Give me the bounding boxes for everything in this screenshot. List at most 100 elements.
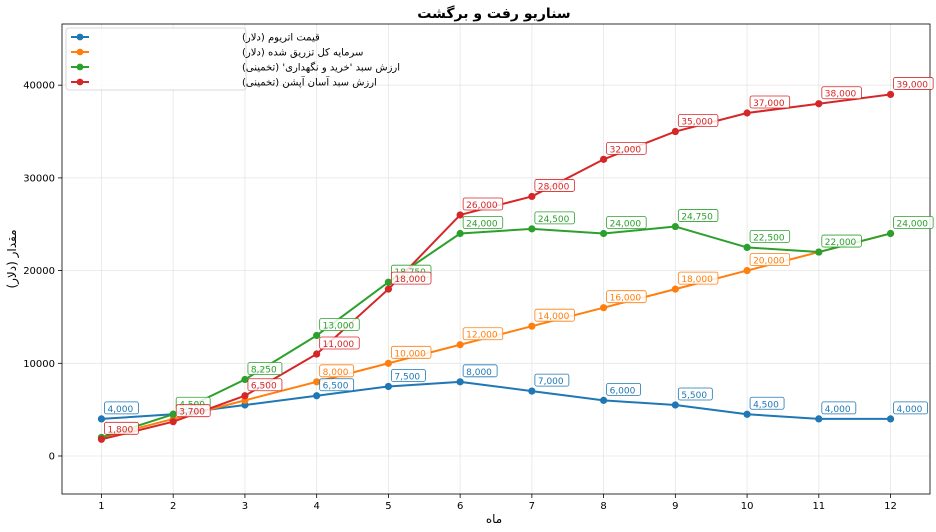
data-label-box (677, 387, 713, 401)
data-label-4: 35,000 (677, 114, 719, 128)
data-label-box (462, 327, 504, 341)
data-label-box (462, 197, 504, 211)
data-point (743, 109, 751, 117)
data-label-text: 16,000 (610, 294, 642, 304)
data-point (384, 278, 392, 286)
data-label-text: 5,500 (681, 391, 707, 401)
data-label-1: 4,000 (104, 401, 139, 415)
data-label-text: 14,000 (538, 312, 570, 322)
data-point (671, 127, 679, 136)
legend-entry-2: سرمایه کل تزریق شده (دلار) (71, 48, 363, 59)
data-label-box (606, 216, 647, 229)
data-point (97, 415, 106, 423)
data-label-text: 10,000 (394, 349, 426, 359)
x-tick-label: 10 (741, 501, 754, 512)
data-label-text: 22,000 (825, 238, 857, 248)
data-label-1: 8,000 (462, 364, 498, 378)
data-label-text: 26,000 (466, 201, 498, 211)
data-label-text: 39,000 (897, 80, 929, 90)
data-point (169, 418, 177, 426)
data-label-text: 20,000 (753, 257, 785, 267)
data-label-text: 6,000 (610, 386, 636, 396)
series-line-4 (101, 93, 891, 441)
y-tick-label: 10000 (23, 359, 55, 370)
data-label-box (821, 401, 857, 415)
data-label-box (821, 234, 862, 248)
data-label-box (749, 396, 785, 410)
data-point (456, 229, 464, 238)
data-label-box (606, 290, 647, 304)
data-label-3: 24,000 (606, 216, 647, 230)
data-point (456, 211, 464, 219)
data-label-box (534, 308, 575, 322)
data-label-3: 24,000 (462, 216, 504, 230)
data-label-text: 3,700 (179, 408, 205, 418)
data-label-box (606, 141, 647, 155)
data-point (815, 415, 823, 423)
data-point (886, 229, 895, 238)
series-lines (97, 90, 895, 443)
series-line-3 (101, 225, 891, 439)
data-point (528, 387, 536, 395)
data-point (743, 410, 751, 418)
data-label-2: 8,000 (319, 364, 355, 378)
data-label-text: 8,000 (323, 368, 349, 378)
data-label-box (749, 230, 791, 243)
data-label-1: 7,000 (534, 373, 570, 387)
data-label-text: 4,000 (897, 405, 923, 415)
data-label-text: 7,500 (394, 372, 420, 382)
data-label-box (319, 318, 360, 331)
data-label-box (677, 114, 719, 127)
data-point (313, 331, 321, 340)
data-label-2: 14,000 (534, 308, 575, 322)
data-label-text: 28,000 (538, 182, 570, 192)
data-point (600, 155, 608, 163)
data-label-1: 6,500 (319, 378, 355, 392)
legend-label: ارزش سبد آسان آپشن (تخمینی) (242, 76, 377, 89)
data-label-text: 32,000 (610, 145, 642, 155)
data-point (743, 243, 751, 252)
data-label-box (104, 421, 139, 435)
data-point (815, 248, 823, 256)
legend-swatch-marker (76, 48, 84, 56)
data-point (97, 435, 106, 443)
data-label-box (677, 209, 719, 222)
data-label-text: 24,000 (466, 220, 498, 230)
data-point (384, 285, 392, 293)
y-axis-label: مقدار (دلار) (5, 229, 20, 288)
data-point (600, 229, 608, 238)
data-label-1: 4,000 (893, 401, 928, 415)
data-label-box (390, 345, 432, 359)
data-point (456, 341, 464, 349)
data-label-text: 7,000 (538, 377, 564, 387)
data-label-text: 22,500 (753, 233, 785, 243)
data-label-4: 32,000 (606, 141, 647, 155)
legend-box (65, 27, 247, 91)
data-point (743, 266, 751, 275)
data-label-2: 12,000 (462, 327, 504, 341)
data-point (600, 396, 608, 404)
data-point (671, 285, 679, 293)
legend-label: سرمایه کل تزریق شده (دلار) (242, 48, 363, 59)
data-point (384, 382, 392, 391)
data-label-text: 1,800 (107, 425, 133, 435)
data-label-box (247, 362, 283, 375)
data-label-box (534, 211, 575, 225)
data-label-box (175, 404, 211, 418)
data-label-1: 5,500 (677, 387, 713, 401)
legend-swatch-marker (76, 63, 84, 71)
chart-title: سناریو رفت و برگشت (417, 5, 570, 22)
data-label-4: 26,000 (462, 197, 504, 211)
data-label-text: 24,500 (538, 215, 570, 225)
data-point (886, 90, 895, 99)
data-label-3: 22,000 (821, 234, 862, 248)
data-label-box (749, 253, 791, 266)
data-label-text: 24,750 (681, 213, 713, 223)
data-label-text: 6,500 (323, 382, 349, 392)
data-label-3: 24,750 (677, 209, 719, 223)
legend: قیمت اتریوم (دلار) سرمایه کل تزریق شده (د… (65, 27, 400, 91)
data-point (528, 322, 536, 330)
data-label-text: 12,000 (466, 331, 498, 341)
y-tick-label: 40000 (23, 81, 55, 92)
